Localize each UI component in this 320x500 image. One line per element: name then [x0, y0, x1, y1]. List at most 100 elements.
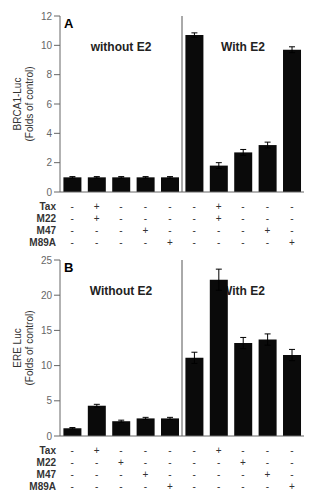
svg-text:-: - — [217, 237, 220, 248]
svg-text:10: 10 — [41, 40, 53, 51]
svg-text:-: - — [290, 213, 293, 224]
svg-text:12: 12 — [41, 11, 53, 22]
svg-text:8: 8 — [46, 69, 52, 80]
svg-text:-: - — [193, 457, 196, 468]
svg-text:+: + — [167, 481, 173, 492]
svg-text:6: 6 — [46, 99, 52, 110]
svg-text:-: - — [193, 445, 196, 456]
svg-text:-: - — [119, 213, 122, 224]
svg-text:-: - — [241, 225, 244, 236]
svg-text:-: - — [95, 225, 98, 236]
svg-text:20: 20 — [41, 290, 53, 301]
svg-text:-: - — [95, 237, 98, 248]
svg-text:+: + — [240, 457, 246, 468]
svg-text:+: + — [142, 469, 148, 480]
svg-text:Without E2: Without E2 — [90, 284, 153, 298]
svg-text:-: - — [266, 481, 269, 492]
svg-text:without E2: without E2 — [90, 40, 152, 54]
svg-text:-: - — [168, 457, 171, 468]
svg-text:+: + — [118, 457, 124, 468]
svg-text:-: - — [266, 201, 269, 212]
svg-text:-: - — [95, 469, 98, 480]
svg-text:Tax: Tax — [40, 445, 57, 456]
svg-text:-: - — [95, 457, 98, 468]
svg-text:-: - — [71, 213, 74, 224]
svg-text:M47: M47 — [37, 225, 57, 236]
svg-text:-: - — [71, 469, 74, 480]
svg-text:-: - — [144, 213, 147, 224]
svg-text:-: - — [217, 481, 220, 492]
svg-text:M89A: M89A — [29, 481, 56, 492]
svg-text:-: - — [241, 201, 244, 212]
svg-text:-: - — [144, 201, 147, 212]
svg-text:-: - — [193, 469, 196, 480]
svg-text:-: - — [217, 225, 220, 236]
svg-text:+: + — [94, 201, 100, 212]
svg-text:+: + — [264, 469, 270, 480]
svg-text:+: + — [216, 445, 222, 456]
svg-text:-: - — [71, 457, 74, 468]
svg-text:4: 4 — [46, 128, 52, 139]
svg-text:-: - — [217, 457, 220, 468]
svg-text:-: - — [290, 445, 293, 456]
svg-text:M22: M22 — [37, 457, 57, 468]
svg-text:-: - — [193, 201, 196, 212]
svg-text:-: - — [168, 469, 171, 480]
svg-text:M22: M22 — [37, 213, 57, 224]
svg-text:-: - — [241, 237, 244, 248]
svg-text:-: - — [266, 457, 269, 468]
svg-text:With E2: With E2 — [221, 40, 265, 54]
svg-text:-: - — [119, 469, 122, 480]
svg-text:-: - — [119, 445, 122, 456]
svg-text:+: + — [216, 201, 222, 212]
svg-text:-: - — [290, 225, 293, 236]
svg-text:-: - — [168, 225, 171, 236]
svg-text:-: - — [71, 445, 74, 456]
svg-text:-: - — [119, 481, 122, 492]
svg-text:-: - — [71, 237, 74, 248]
svg-text:Tax: Tax — [40, 201, 57, 212]
svg-text:+: + — [289, 481, 295, 492]
svg-text:-: - — [168, 213, 171, 224]
svg-text:+: + — [216, 213, 222, 224]
svg-text:-: - — [144, 457, 147, 468]
svg-text:-: - — [241, 469, 244, 480]
svg-text:-: - — [168, 445, 171, 456]
svg-text:0: 0 — [46, 431, 52, 442]
svg-text:+: + — [289, 237, 295, 248]
svg-text:-: - — [266, 237, 269, 248]
svg-text:+: + — [142, 225, 148, 236]
svg-text:-: - — [241, 481, 244, 492]
svg-text:-: - — [95, 481, 98, 492]
svg-text:-: - — [71, 225, 74, 236]
svg-text:-: - — [119, 237, 122, 248]
svg-text:25: 25 — [41, 255, 53, 266]
svg-text:0: 0 — [46, 187, 52, 198]
svg-text:+: + — [167, 237, 173, 248]
svg-text:-: - — [290, 201, 293, 212]
svg-text:-: - — [144, 237, 147, 248]
svg-text:2: 2 — [46, 157, 52, 168]
svg-text:-: - — [241, 445, 244, 456]
svg-text:-: - — [193, 225, 196, 236]
svg-text:-: - — [193, 481, 196, 492]
svg-text:ERE Luc(Folds of control): ERE Luc(Folds of control) — [12, 310, 35, 385]
svg-text:-: - — [217, 469, 220, 480]
svg-text:-: - — [144, 481, 147, 492]
svg-text:-: - — [290, 457, 293, 468]
svg-text:-: - — [266, 445, 269, 456]
svg-text:-: - — [144, 445, 147, 456]
svg-text:-: - — [71, 201, 74, 212]
svg-text:+: + — [94, 213, 100, 224]
svg-text:-: - — [290, 469, 293, 480]
svg-text:5: 5 — [46, 395, 52, 406]
svg-text:-: - — [119, 225, 122, 236]
svg-text:M47: M47 — [37, 469, 57, 480]
svg-text:-: - — [266, 213, 269, 224]
svg-text:10: 10 — [41, 360, 53, 371]
svg-text:+: + — [264, 225, 270, 236]
svg-text:+: + — [94, 445, 100, 456]
svg-text:-: - — [119, 201, 122, 212]
svg-text:-: - — [71, 481, 74, 492]
svg-text:15: 15 — [41, 325, 53, 336]
